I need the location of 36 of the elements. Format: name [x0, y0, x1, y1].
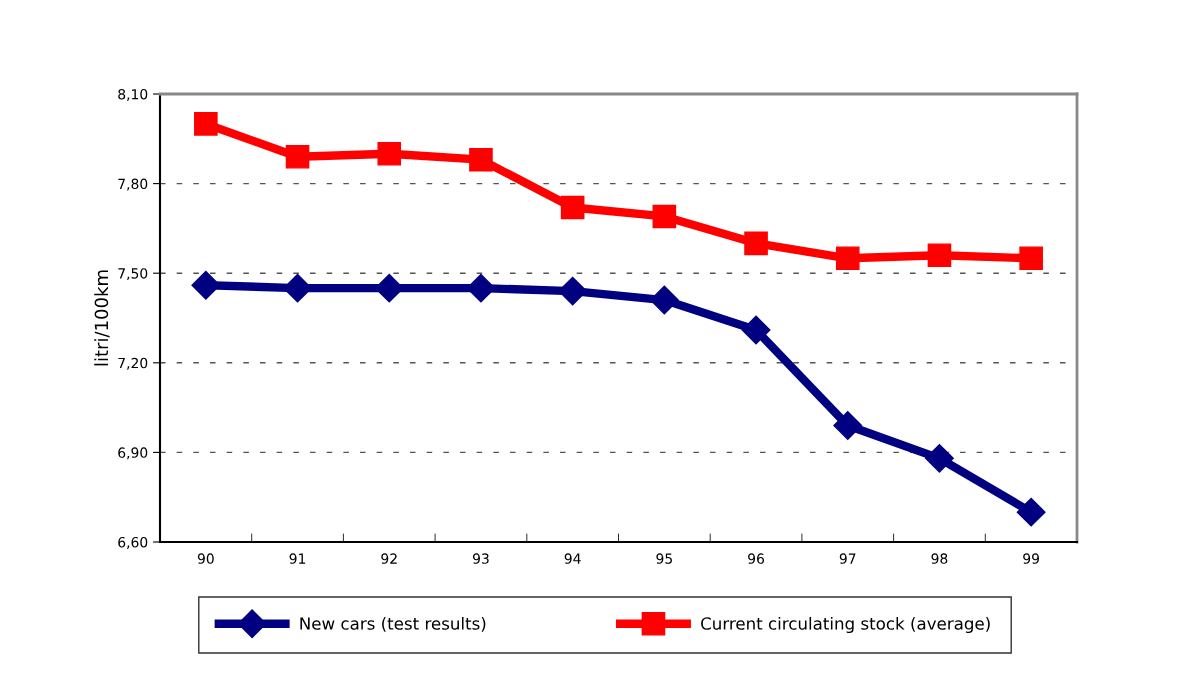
x-tick-label: 97: [839, 553, 856, 564]
point: [469, 147, 493, 172]
point: [194, 112, 218, 136]
point: [741, 315, 771, 345]
point: [560, 195, 585, 220]
point: [377, 141, 402, 166]
y-tick-label: 7,80: [118, 178, 148, 191]
point: [649, 285, 679, 315]
x-tick-label: 95: [656, 553, 672, 564]
x-tick-label: 99: [1023, 553, 1040, 564]
x-tick-label: 92: [381, 553, 397, 564]
y-tick-label: 6,90: [118, 447, 148, 460]
point: [925, 443, 954, 473]
x-tick-label: 90: [197, 553, 214, 564]
point: [1019, 246, 1043, 271]
x-tick-label: 93: [472, 553, 489, 564]
point: [652, 204, 677, 229]
x-tick-label: 94: [564, 553, 581, 564]
y-axis-title: litri/100km: [94, 270, 110, 366]
y-tick-label: 7,50: [118, 268, 148, 281]
y-tick-label: 7,20: [118, 357, 148, 370]
x-tick-label: 96: [748, 553, 765, 564]
point: [833, 411, 863, 440]
point: [1016, 497, 1046, 527]
legend-label: New cars (test results): [300, 616, 486, 632]
point: [744, 231, 768, 256]
point: [285, 144, 310, 169]
x-tick-label: 98: [931, 553, 948, 564]
point: [835, 246, 860, 271]
y-tick-label: 8,10: [118, 88, 148, 101]
x-tick-label: 91: [289, 553, 306, 564]
point: [558, 276, 588, 306]
legend-label: Current circulating stock (average): [701, 616, 990, 634]
point: [927, 243, 952, 268]
y-tick-label: 6,60: [118, 536, 148, 549]
point: [283, 273, 312, 303]
